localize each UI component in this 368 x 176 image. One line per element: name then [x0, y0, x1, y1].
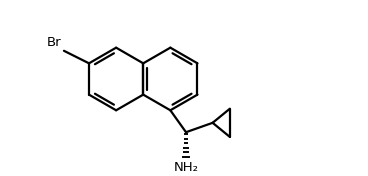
Text: Br: Br — [47, 36, 61, 49]
Text: NH₂: NH₂ — [173, 161, 198, 174]
